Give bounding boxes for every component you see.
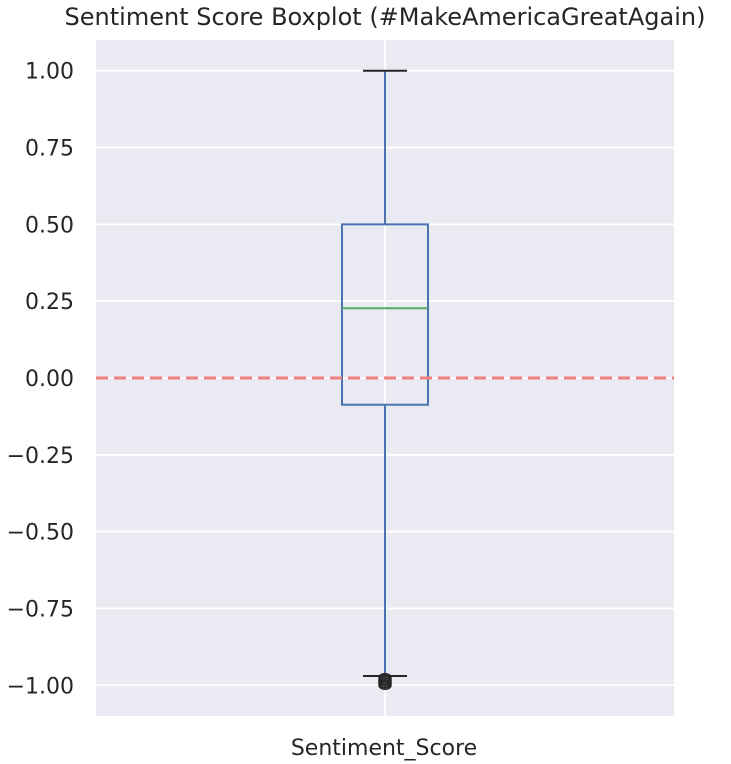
y-tick-label: 1.00 (25, 60, 74, 85)
y-tick-label: 0.75 (25, 137, 74, 162)
y-tick-label: 0.25 (25, 290, 74, 315)
y-tick-label: −0.75 (7, 597, 74, 622)
iqr-box (341, 223, 429, 406)
x-tick-label: Sentiment_Score (291, 736, 477, 761)
boxplot-series (341, 69, 429, 691)
outlier-point (378, 680, 392, 691)
y-tick-label: −0.25 (7, 444, 74, 469)
y-tick-label: −0.50 (7, 521, 74, 546)
y-tick-label: −1.00 (7, 674, 74, 699)
y-axis-ticks: 1.00 0.75 0.50 0.25 0.00 −0.25 −0.50 −0.75 −1.00 (7, 60, 74, 700)
y-tick-label: 0.50 (25, 213, 74, 238)
chart-title: Sentiment Score Boxplot (#MakeAmericaGre… (65, 3, 706, 31)
y-tick-label: 0.00 (25, 367, 74, 392)
